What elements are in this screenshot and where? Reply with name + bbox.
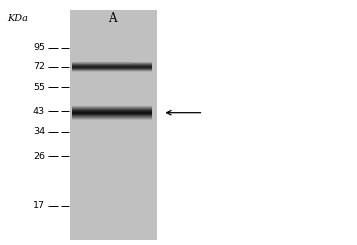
Bar bbox=[72, 62, 152, 63]
Bar bbox=[72, 68, 152, 69]
Bar bbox=[72, 110, 152, 111]
Bar bbox=[72, 118, 152, 119]
Bar bbox=[72, 116, 152, 117]
Text: 72: 72 bbox=[33, 62, 45, 71]
Text: 17: 17 bbox=[33, 201, 45, 210]
Bar bbox=[72, 109, 152, 110]
Bar bbox=[72, 67, 152, 68]
Bar bbox=[72, 70, 152, 71]
Bar bbox=[72, 69, 152, 70]
Bar bbox=[72, 114, 152, 115]
Text: KDa: KDa bbox=[7, 14, 28, 23]
Bar bbox=[72, 65, 152, 66]
Bar bbox=[72, 111, 152, 112]
Text: A: A bbox=[108, 12, 117, 25]
Text: 43: 43 bbox=[33, 107, 45, 116]
Bar bbox=[72, 113, 152, 114]
Bar bbox=[72, 66, 152, 67]
Bar bbox=[72, 115, 152, 116]
Bar bbox=[72, 108, 152, 109]
Bar bbox=[72, 107, 152, 108]
Text: 55: 55 bbox=[33, 83, 45, 92]
Bar bbox=[72, 64, 152, 65]
Bar bbox=[72, 117, 152, 118]
Bar bbox=[72, 63, 152, 64]
Bar bbox=[72, 119, 152, 120]
Text: 34: 34 bbox=[33, 127, 45, 136]
Bar bbox=[72, 112, 152, 113]
Bar bbox=[70, 10, 157, 240]
Bar bbox=[76, 62, 131, 64]
Text: 95: 95 bbox=[33, 43, 45, 52]
Bar bbox=[72, 71, 152, 72]
Text: 26: 26 bbox=[33, 152, 45, 160]
Bar bbox=[72, 106, 152, 107]
